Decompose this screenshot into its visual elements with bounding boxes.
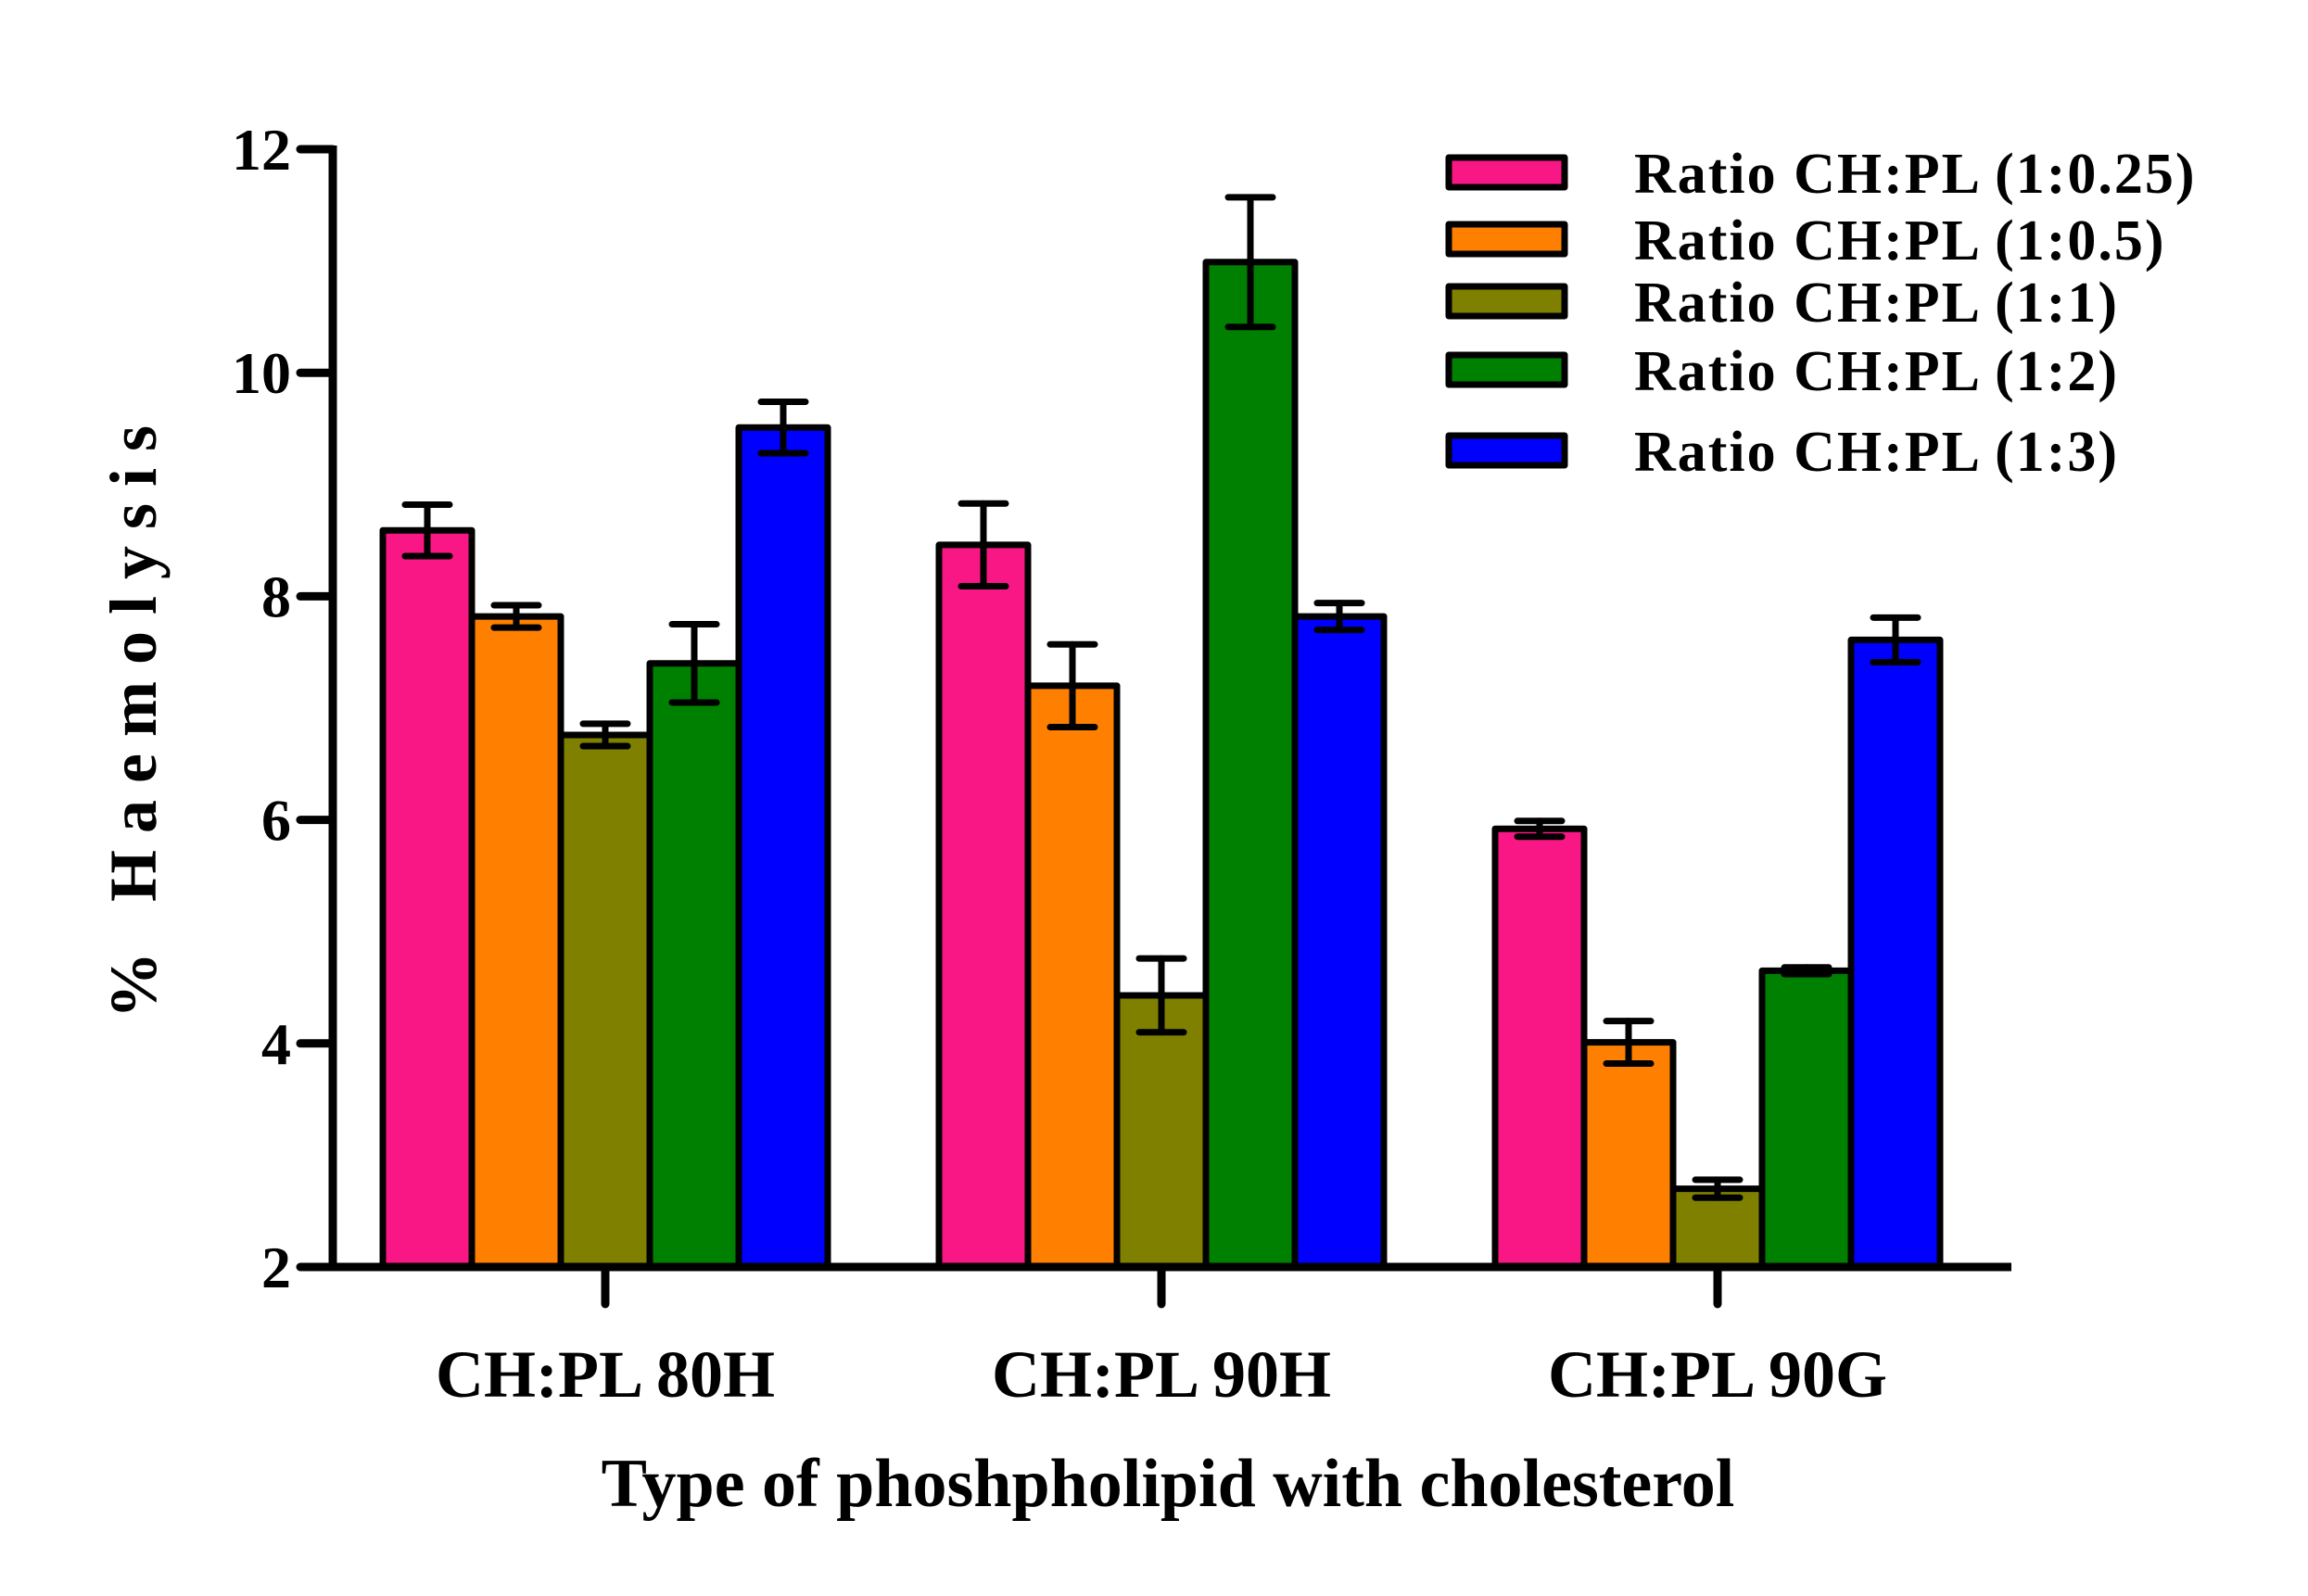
- bar: [557, 731, 653, 1271]
- legend-item: Ratio CH:PL (1:0.25): [1445, 143, 2197, 206]
- error-bar: [1224, 194, 1276, 331]
- legend: Ratio CH:PL (1:0.25)Ratio CH:PL (1:0.5)R…: [1445, 143, 2197, 484]
- bar: [468, 613, 564, 1271]
- plot-area: [379, 194, 1944, 1271]
- error-bar: [1046, 640, 1098, 731]
- bar: [1491, 825, 1588, 1271]
- y-axis: 2 4 6 8 10 12: [232, 117, 337, 1300]
- bar: [935, 541, 1032, 1271]
- error-bar: [668, 621, 720, 706]
- legend-label: Ratio CH:PL (1:0.5): [1634, 209, 2166, 272]
- legend-swatch: [1445, 154, 1568, 191]
- y-tick-label: 12: [232, 117, 291, 183]
- x-tick-label: CH:PL 90H: [992, 1337, 1331, 1412]
- bar: [1024, 682, 1121, 1271]
- error-bar: [1135, 955, 1187, 1036]
- legend-item: Ratio CH:PL (1:0.5): [1445, 209, 2166, 272]
- error-bar: [1870, 614, 1921, 666]
- error-bar: [1514, 817, 1566, 841]
- legend-label: Ratio CH:PL (1:3): [1634, 421, 2119, 484]
- legend-item: Ratio CH:PL (1:1): [1445, 272, 2119, 335]
- error-bar: [957, 500, 1009, 590]
- error-bar: [757, 399, 809, 457]
- error-bar: [579, 720, 631, 750]
- bar: [1669, 1185, 1766, 1271]
- legend-swatch: [1445, 221, 1568, 258]
- x-tick-label: CH:PL 80H: [436, 1337, 775, 1412]
- error-bar: [490, 602, 542, 631]
- legend-label: Ratio CH:PL (1:0.25): [1634, 143, 2197, 206]
- bar: [1758, 967, 1855, 1271]
- y-axis-title: % Haemolysis: [96, 409, 171, 1019]
- error-bar: [1781, 964, 1832, 978]
- x-axis-title: Type of phoshpholipid with cholesterol: [602, 1446, 1735, 1522]
- y-tick-label: 2: [261, 1235, 291, 1300]
- error-bar: [1692, 1176, 1744, 1201]
- error-bar: [401, 501, 453, 560]
- legend-item: Ratio CH:PL (1:3): [1445, 421, 2119, 484]
- x-tick-label: CH:PL 90G: [1548, 1337, 1887, 1412]
- error-bar: [1603, 1018, 1655, 1068]
- legend-swatch: [1445, 432, 1568, 469]
- bar: [1202, 259, 1299, 1271]
- legend-label: Ratio CH:PL (1:1): [1634, 272, 2119, 335]
- legend-swatch: [1445, 351, 1568, 388]
- y-tick-label: 4: [261, 1011, 291, 1077]
- bar: [1847, 636, 1944, 1271]
- bar: [1291, 613, 1388, 1271]
- y-tick-label: 8: [261, 564, 291, 629]
- error-bar: [1313, 600, 1365, 634]
- legend-label: Ratio CH:PL (1:2): [1634, 340, 2119, 403]
- legend-swatch: [1445, 283, 1568, 320]
- bar: [735, 424, 831, 1271]
- y-tick-label: 6: [261, 788, 291, 854]
- bar: [1580, 1039, 1677, 1271]
- bar: [379, 526, 476, 1271]
- x-axis: CH:PL 80H CH:PL 90H CH:PL 90G: [329, 1262, 2011, 1412]
- y-tick-label: 10: [232, 340, 291, 406]
- legend-item: Ratio CH:PL (1:2): [1445, 340, 2119, 403]
- bar: [1113, 992, 1210, 1271]
- bar: [646, 660, 742, 1271]
